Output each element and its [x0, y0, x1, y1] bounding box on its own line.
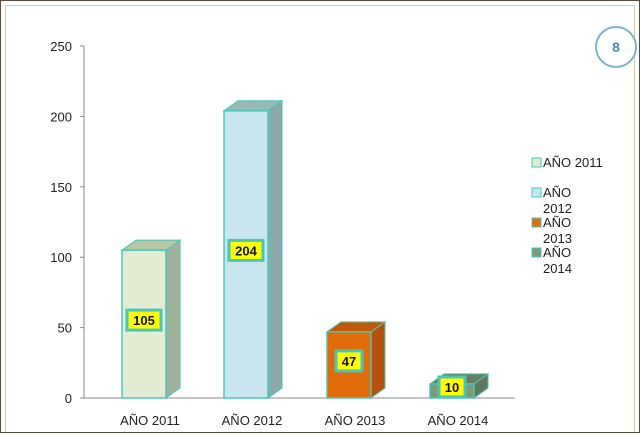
page-badge-number: 8	[612, 39, 620, 55]
x-tick-label: AÑO 2012	[222, 413, 283, 428]
legend-label-line2: 2013	[543, 231, 572, 246]
data-label: 105	[133, 313, 155, 328]
data-label-box	[334, 349, 364, 373]
data-label-box	[227, 238, 265, 262]
data-label-box	[437, 375, 467, 399]
legend-label-line2: 2012	[543, 201, 572, 216]
x-tick-label: AÑO 2011	[120, 413, 180, 428]
x-tick-label: AÑO 2013	[325, 413, 386, 428]
legend-label-line2: 2014	[543, 261, 572, 276]
x-tick-label: AÑO 2014	[428, 413, 489, 428]
y-axis-ticks: 0 50 100 150 200 250	[50, 39, 84, 406]
y-tick-label: 150	[50, 180, 72, 195]
y-tick-label: 0	[65, 391, 72, 406]
data-label-box	[125, 308, 163, 332]
legend-swatch	[531, 157, 542, 168]
legend-label: AÑO	[543, 245, 571, 260]
bar-side-face	[267, 99, 283, 399]
bar: 204	[222, 99, 284, 399]
legend-item: AÑO 2011	[531, 155, 603, 170]
chart-inner-border	[5, 5, 635, 432]
bars: 105 204 47 10	[120, 99, 490, 399]
bar-side-face	[370, 320, 386, 399]
bar: 105	[120, 239, 182, 399]
y-tick-label: 250	[50, 39, 72, 54]
data-label: 10	[445, 380, 459, 395]
legend-swatch	[531, 247, 542, 258]
y-tick-label: 100	[50, 250, 72, 265]
legend-label: AÑO 2011	[543, 155, 603, 170]
page-badge: 8	[595, 26, 637, 68]
bar: 47	[325, 320, 387, 399]
legend-label: AÑO	[543, 215, 571, 230]
y-tick-label: 50	[58, 321, 72, 336]
x-axis-labels: AÑO 2011 AÑO 2012 AÑO 2013 AÑO 2014	[120, 413, 488, 428]
data-label: 47	[342, 354, 356, 369]
data-label: 204	[235, 243, 257, 258]
legend-label: AÑO	[543, 185, 571, 200]
page-badge-circle	[595, 26, 637, 68]
y-tick-label: 200	[50, 109, 72, 124]
bar-side-face	[165, 239, 181, 399]
legend-swatch	[531, 217, 542, 228]
legend-swatch	[531, 187, 542, 198]
bar: 10	[428, 372, 490, 399]
